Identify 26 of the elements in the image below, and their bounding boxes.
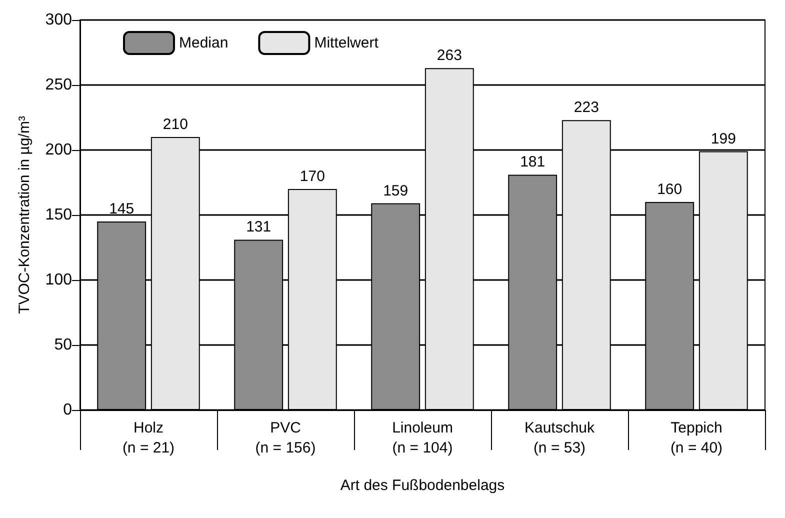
y-tick-label: 50 [54,336,72,354]
x-tick-label: Linoleum (n = 104) [392,420,453,456]
y-tick-label: 0 [63,402,72,418]
data-label: 223 [574,99,599,116]
data-label: 145 [109,200,134,218]
y-tick-label: 300 [45,12,72,28]
x-tick-label: PVC (n = 156) [255,420,316,456]
data-label: 199 [710,130,736,148]
data-label: 263 [436,47,462,64]
data-label: 170 [300,168,325,185]
x-tick-label: Holz (n = 21) [122,420,175,456]
data-label: 210 [162,116,188,133]
data-label: 159 [383,182,408,200]
x-tick-label: Teppich (n = 40) [670,420,723,456]
legend-label: Median [179,34,228,52]
y-axis-title: TVOC-Konzentration in µg/m³ [16,116,33,314]
y-tick-label: 150 [45,206,72,224]
data-label: 181 [520,154,546,171]
data-label: 131 [246,218,272,236]
x-tick-label: Kautschuk (n = 53) [524,420,596,456]
y-tick-label: 100 [45,272,72,288]
y-tick-label: 250 [45,76,72,94]
legend-label: Mittelwert [314,34,380,52]
data-label: 160 [657,181,682,198]
y-tick-label: 200 [45,142,72,158]
x-axis-title: Art des Fußbodenbelags [340,477,505,494]
